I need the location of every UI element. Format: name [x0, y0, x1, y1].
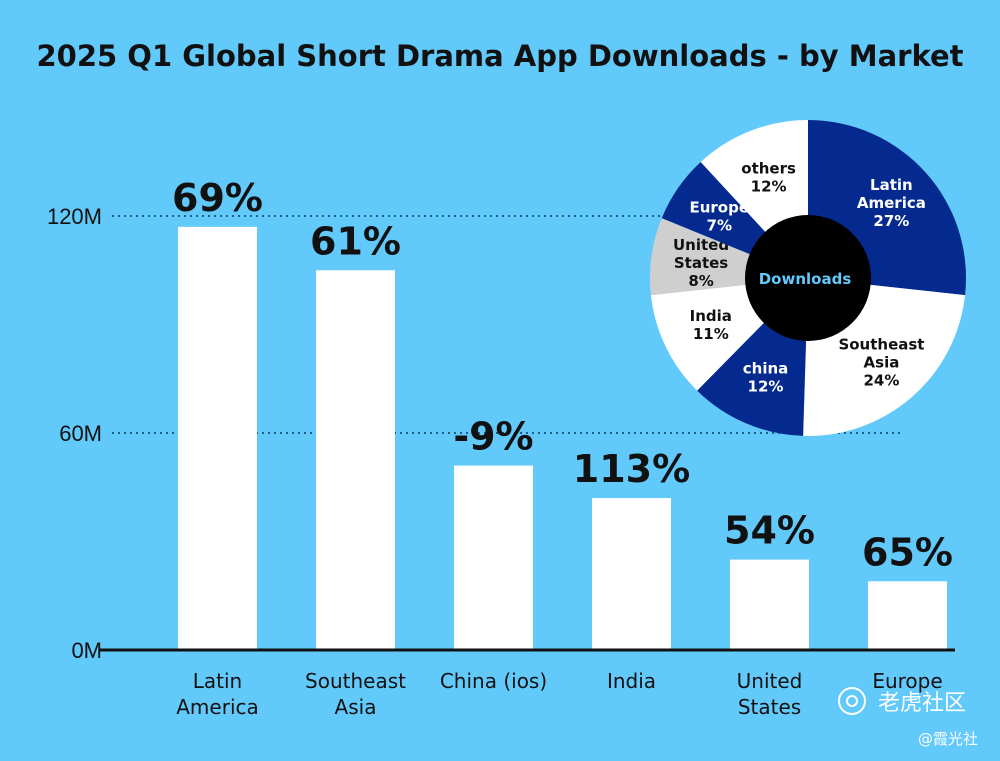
- y-tick-label: 60M: [59, 421, 102, 446]
- pie-slice-label: America: [857, 194, 926, 212]
- growth-label: -9%: [453, 415, 533, 459]
- pie-slice-label: Europe: [689, 198, 749, 216]
- pie-slice-label: India: [690, 307, 732, 325]
- watermark-handle: @霞光社: [918, 730, 978, 748]
- x-category-label: Asia: [335, 695, 377, 719]
- growth-label: 54%: [724, 509, 815, 553]
- growth-label: 113%: [573, 447, 690, 491]
- growth-label: 69%: [172, 176, 263, 220]
- pie-slice-label: United: [673, 236, 729, 254]
- x-category-label: America: [176, 695, 259, 719]
- bar: [868, 581, 947, 650]
- x-category-label: Southeast: [305, 669, 406, 693]
- pie-center-label: Downloads: [759, 270, 852, 288]
- x-category-label: United: [737, 669, 803, 693]
- y-tick-label: 0M: [71, 638, 102, 663]
- x-category-label: China (ios): [440, 669, 547, 693]
- pie-slice-label: others: [741, 159, 796, 177]
- growth-label: 65%: [862, 530, 953, 574]
- pie-slice-label: 27%: [873, 212, 909, 230]
- pie-slice-label: china: [743, 359, 789, 377]
- x-category-label: Europe: [872, 669, 942, 693]
- pie-slice-label: 11%: [693, 325, 729, 343]
- x-category-label: Latin: [193, 669, 242, 693]
- bar: [454, 465, 533, 650]
- x-category-label: India: [607, 669, 656, 693]
- pie-slice-label: Latin: [870, 176, 913, 194]
- pie-slice-label: Southeast: [838, 336, 924, 354]
- pie-slice-label: 7%: [707, 216, 732, 234]
- pie-slice-label: 8%: [688, 272, 713, 290]
- bar: [316, 270, 395, 650]
- y-tick-label: 120M: [47, 204, 102, 229]
- x-category-label: States: [738, 695, 801, 719]
- watermark-brand: 老虎社区: [878, 691, 966, 716]
- bar: [592, 498, 671, 650]
- pie-slice-label: States: [674, 254, 728, 272]
- pie-center: [745, 215, 871, 341]
- pie-slice-label: 12%: [751, 177, 787, 195]
- chart-title: 2025 Q1 Global Short Drama App Downloads…: [36, 39, 963, 73]
- growth-label: 61%: [310, 219, 401, 263]
- watermark-logo-icon: [838, 687, 866, 715]
- watermark-logo-icon-inner: [846, 695, 858, 707]
- pie-slice-label: 12%: [748, 377, 784, 395]
- pie-slice-label: 24%: [864, 372, 900, 390]
- pie-slice-label: Asia: [864, 354, 900, 372]
- bar: [730, 559, 809, 650]
- bar: [178, 226, 257, 650]
